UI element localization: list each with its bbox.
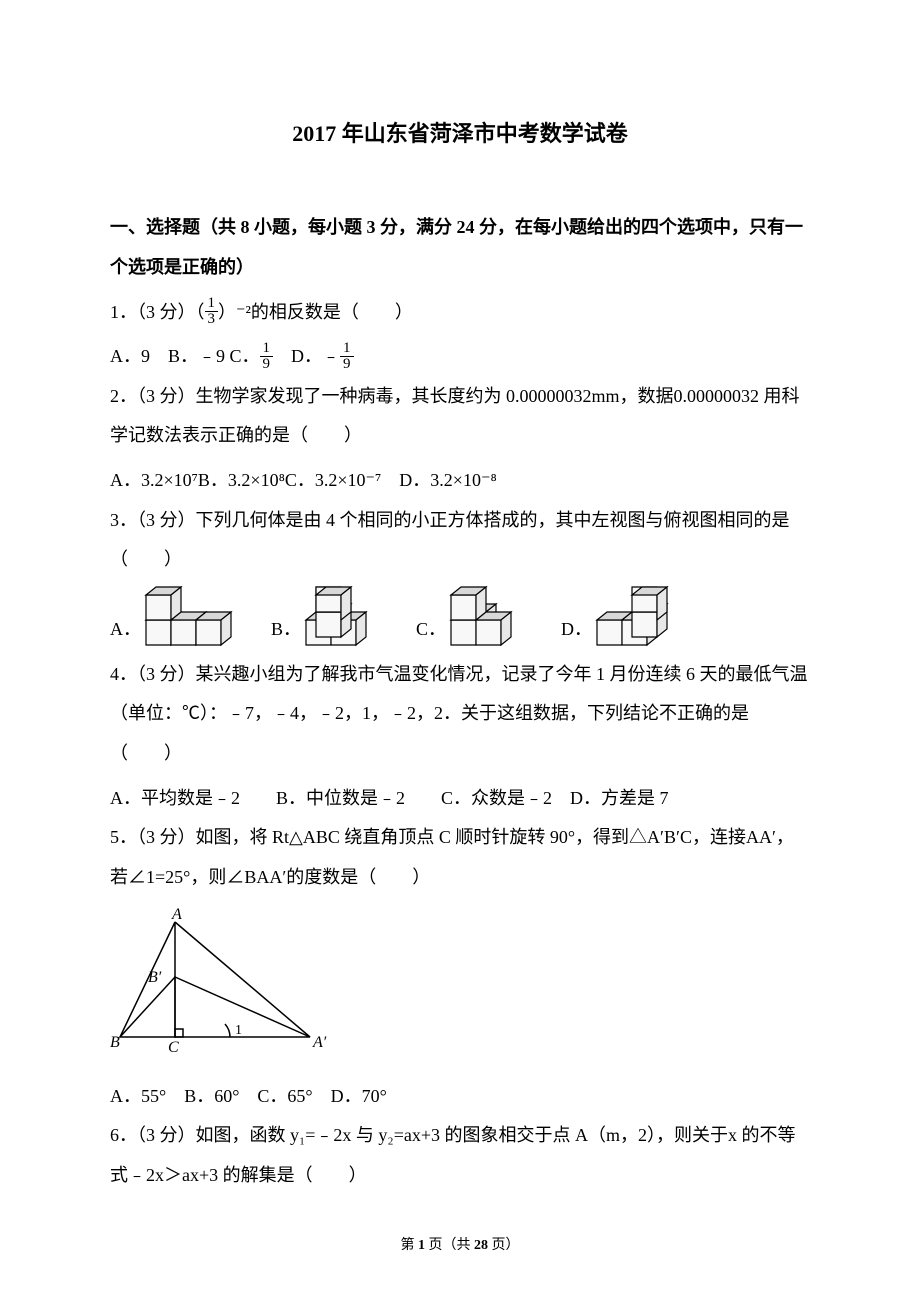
cube-diagram-c [446,585,541,650]
q1-frac-c: 19 [260,341,274,372]
q3-label-d: D． [561,610,592,650]
q2-options: A．3.2×10⁷B．3.2×10⁸C．3.2×10⁻⁷ D．3.2×10⁻⁸ [110,461,810,501]
svg-text:B: B [110,1034,120,1051]
section-header: 一、选择题（共 8 小题，每小题 3 分，满分 24 分，在每小题给出的四个选项… [110,208,810,287]
question-1: 1．（3 分）（13）⁻²的相反数是（ ） [110,293,810,333]
q3-label-a: A． [110,610,141,650]
question-3: 3．（3 分）下列几何体是由 4 个相同的小正方体搭成的，其中左视图与俯视图相同… [110,501,810,580]
svg-text:B′: B′ [148,969,162,986]
question-4: 4．（3 分）某兴趣小组为了解我市气温变化情况，记录了今年 1 月份连续 6 天… [110,655,810,774]
question-6: 6．（3 分）如图，函数 y₁=﹣2x 与 y₂=ax+3 的图象相交于点 A（… [110,1116,810,1195]
q4-options: A．平均数是﹣2 B．中位数是﹣2 C．众数是﹣2 D．方差是 7 [110,779,810,819]
cube-diagram-b [301,585,396,650]
q1-options: A．9 B．﹣9 C．19 D．﹣19 [110,337,810,377]
q5-options: A．55° B．60° C．65° D．70° [110,1077,810,1117]
svg-text:A′: A′ [312,1034,327,1051]
q5-diagram: A B C B′ A′ 1 [110,907,810,1067]
cube-diagram-a [141,585,251,650]
q3-label-c: C． [416,610,446,650]
q1-frac: 13 [205,296,219,327]
question-2: 2．（3 分）生物学家发现了一种病毒，其长度约为 0.00000032mm，数据… [110,377,810,456]
svg-text:C: C [168,1039,179,1052]
q1-frac-d: 19 [340,341,354,372]
page-footer: 第 1 页（共 28 页） [0,1231,920,1262]
q1-prefix: 1．（3 分）（ [110,302,205,322]
q3-label-b: B． [271,610,301,650]
question-5: 5．（3 分）如图，将 Rt△ABC 绕直角顶点 C 顺时针旋转 90°，得到△… [110,818,810,897]
page-title: 2017 年山东省菏泽市中考数学试卷 [110,110,810,158]
cube-diagram-d [592,585,687,650]
q1-suffix: ）⁻²的相反数是（ ） [218,302,413,322]
svg-text:1: 1 [235,1023,242,1038]
svg-text:A: A [171,907,182,923]
q3-images: A． B． [110,585,810,650]
